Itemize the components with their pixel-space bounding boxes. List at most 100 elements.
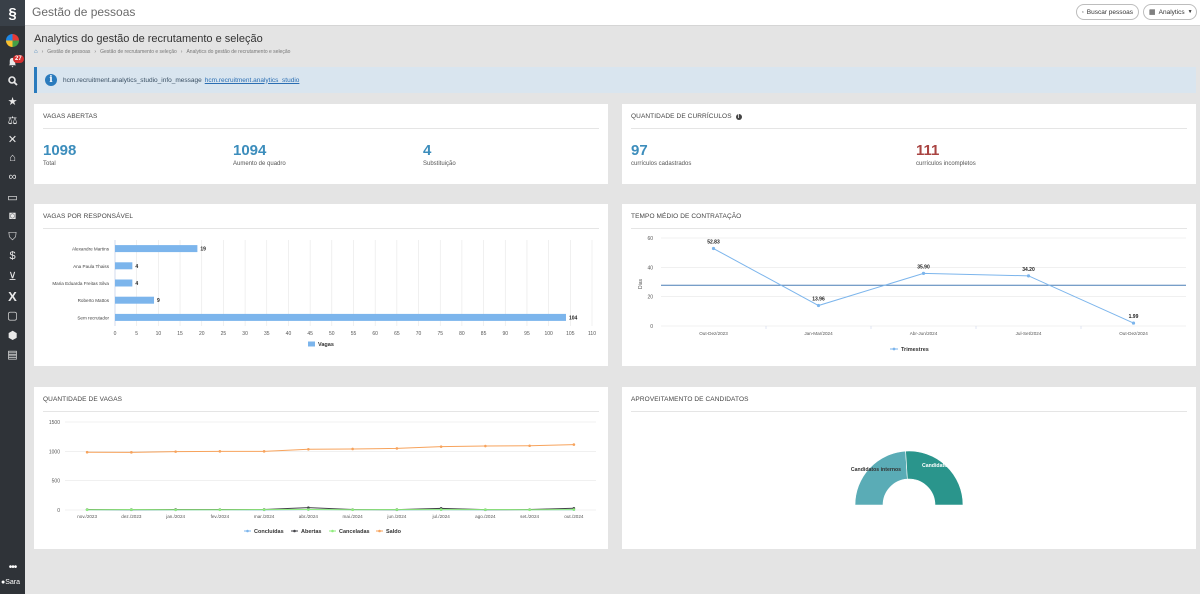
y-tick-label: 60 xyxy=(647,236,653,242)
x-tick-label: 65 xyxy=(394,331,400,337)
legend-label: Abertas xyxy=(301,529,321,535)
legend-marker xyxy=(293,529,296,533)
x-tick-label: mar./2024 xyxy=(254,514,275,519)
data-label: 104 xyxy=(569,315,578,321)
search-icon[interactable] xyxy=(0,72,25,90)
kpi-total: 1098 Total xyxy=(43,142,76,167)
resumes-card: Quantidade de currículos i 97 currículos… xyxy=(622,104,1196,184)
x-tick-label: 100 xyxy=(544,331,553,337)
data-point xyxy=(484,444,487,448)
data-point xyxy=(816,303,821,308)
briefcase-icon[interactable]: ▭ xyxy=(7,191,18,204)
x-tick-label: 30 xyxy=(242,331,248,337)
data-point xyxy=(307,508,310,511)
kpi-value: 111 xyxy=(916,142,940,159)
kpi-label: currículos cadastrados xyxy=(631,161,692,167)
x-tick-label: 40 xyxy=(286,331,292,337)
legend-swatch xyxy=(308,341,315,347)
x-tick-label: 105 xyxy=(566,331,575,337)
more-menu[interactable]: ••• xyxy=(8,562,18,573)
x-icon[interactable]: X xyxy=(8,288,17,304)
avatar-icon[interactable] xyxy=(0,31,25,49)
data-label: 19 xyxy=(200,247,206,253)
x-tick-label: 70 xyxy=(416,331,422,337)
hbar-chart: 0 5 10 15 20 25 30 35 40 45 50 55 60 65 70 75 80 85 90 95 10… xyxy=(52,240,596,348)
y-axis-label: Dias xyxy=(638,279,644,290)
x-tick-label: 15 xyxy=(177,331,183,337)
x-tick-label: Out-Dez/2023 xyxy=(699,331,728,336)
handshake-icon[interactable]: ∞ xyxy=(8,171,17,183)
search-people-button[interactable]: Buscar pessoas xyxy=(1076,4,1139,20)
bar xyxy=(115,245,198,253)
x-tick-label: 75 xyxy=(437,331,443,337)
breadcrumb-item[interactable]: Gestão de recrutamento e seleção xyxy=(100,49,177,55)
breadcrumb-item: Analytics do gestão de recrutamento e se… xyxy=(186,49,291,55)
x-tick-label: 10 xyxy=(156,331,162,337)
kpi-headcount-increase: 1094 Aumento de quadro xyxy=(233,142,286,167)
x-tick-label: mai./2024 xyxy=(343,514,364,519)
y-tick-label: 0 xyxy=(650,324,653,330)
data-point xyxy=(307,506,310,509)
chevron-down-icon: ▼ xyxy=(1187,9,1193,15)
x-tick-label: abr./2024 xyxy=(299,514,319,519)
payments-icon[interactable]: $ xyxy=(9,250,16,262)
x-tick-label: 80 xyxy=(459,331,465,337)
data-label: 13.96 xyxy=(812,297,825,303)
notification-badge: 27 xyxy=(13,55,24,63)
bank-icon[interactable]: ⌂ xyxy=(9,152,16,164)
scale-icon[interactable]: ⚖ xyxy=(7,114,18,127)
data-point xyxy=(528,508,531,512)
data-point xyxy=(572,508,576,511)
info-message: hcm.recruitment.analytics_studio_info_me… xyxy=(63,76,202,84)
bar xyxy=(115,279,133,287)
home-icon[interactable]: ⌂ xyxy=(34,49,38,55)
legend-label: Canceladas xyxy=(339,529,370,535)
info-banner: i hcm.recruitment.analytics_studio_info_… xyxy=(34,67,1196,93)
card-title: Quantidade de vagas xyxy=(43,396,123,403)
info-icon[interactable]: i xyxy=(735,113,742,120)
bar xyxy=(115,313,566,321)
breadcrumb-item[interactable]: Gestão de pessoas xyxy=(47,49,91,55)
module-select-label: Analytics xyxy=(1158,8,1185,16)
x-tick-label: 25 xyxy=(221,331,227,337)
series-line xyxy=(713,248,1134,324)
module-select[interactable]: ▦ Analytics ▼ xyxy=(1143,4,1197,20)
category-label: Ana Paula Thaiss xyxy=(73,264,110,269)
kpi-replacement: 4 Substituição xyxy=(423,142,456,167)
x-tick-label: fev./2024 xyxy=(211,514,230,519)
kpi-label: Substituição xyxy=(423,161,456,167)
cart-icon[interactable]: ⊻ xyxy=(8,270,17,283)
y-tick-label: 1500 xyxy=(49,420,60,426)
positions-by-owner-card: Vagas por responsável 0 5 10 15 20 25 30 35 40 45… xyxy=(34,204,608,366)
clipboard-icon[interactable]: ▤ xyxy=(7,348,18,361)
safe-icon[interactable]: ◙ xyxy=(9,210,16,222)
legend-label: Concluídas xyxy=(254,529,284,535)
pie-slice xyxy=(905,450,964,506)
y-tick-label: 0 xyxy=(57,508,60,514)
x-tick-label: Abr-Jun/2024 xyxy=(910,331,938,336)
data-label: 4 xyxy=(135,281,138,287)
data-point xyxy=(307,447,310,451)
data-point xyxy=(1026,274,1031,278)
data-point xyxy=(351,508,354,512)
info-link[interactable]: hcm.recruitment.analytics_studio xyxy=(204,76,300,84)
data-point xyxy=(130,451,133,454)
card-title: Vagas por responsável xyxy=(43,213,134,220)
star-icon[interactable]: ★ xyxy=(7,95,18,108)
data-point xyxy=(174,508,177,512)
x-tick-label: 20 xyxy=(199,331,205,337)
data-label: 4 xyxy=(135,264,138,270)
y-tick-label: 20 xyxy=(647,295,653,301)
legend-marker xyxy=(378,529,381,533)
monitor-icon[interactable]: ▢ xyxy=(7,309,18,322)
box-icon[interactable]: ⬢ xyxy=(7,329,18,342)
data-label: 35.90 xyxy=(917,264,930,270)
x-tick-label: 110 xyxy=(588,331,596,337)
data-point xyxy=(85,450,89,454)
person-card-icon[interactable]: ⛉ xyxy=(8,230,17,243)
app-logo-icon[interactable]: § xyxy=(0,0,25,26)
assistant-button[interactable]: ●Sara xyxy=(1,579,21,586)
kpi-value: 1094 xyxy=(233,142,267,159)
data-point xyxy=(262,508,266,511)
tools-icon[interactable]: ✕ xyxy=(7,133,18,146)
